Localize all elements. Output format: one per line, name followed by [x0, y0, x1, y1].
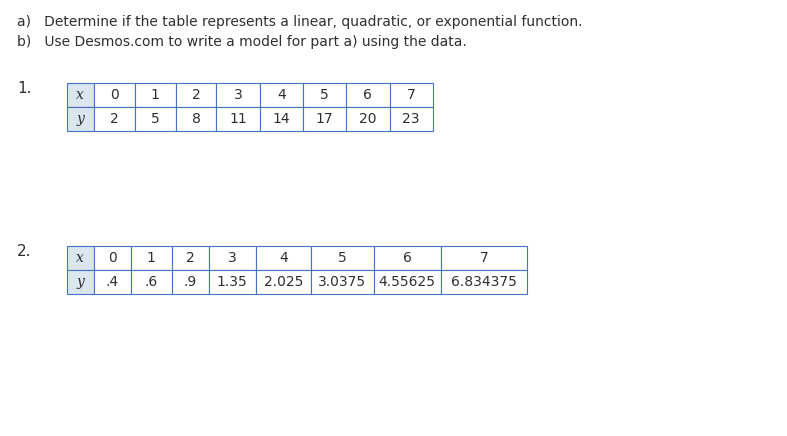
- Bar: [94, 83, 135, 107]
- Text: b)   Use Desmos.com to write a model for part a) using the data.: b) Use Desmos.com to write a model for p…: [17, 35, 467, 49]
- Bar: [135, 83, 176, 107]
- Text: 4: 4: [279, 251, 288, 266]
- Bar: [390, 107, 433, 131]
- Bar: [172, 246, 209, 270]
- Bar: [311, 270, 374, 294]
- Bar: [176, 107, 216, 131]
- Bar: [172, 270, 209, 294]
- Bar: [390, 83, 433, 107]
- Text: 1: 1: [150, 88, 160, 102]
- Bar: [67, 270, 94, 294]
- Bar: [303, 83, 346, 107]
- Text: 7: 7: [407, 88, 416, 102]
- Text: x: x: [76, 88, 84, 102]
- Text: 2.: 2.: [17, 244, 31, 259]
- Text: 8: 8: [191, 112, 201, 126]
- Bar: [346, 107, 390, 131]
- Bar: [441, 270, 527, 294]
- Bar: [216, 83, 260, 107]
- Text: a)   Determine if the table represents a linear, quadratic, or exponential funct: a) Determine if the table represents a l…: [17, 15, 583, 29]
- Bar: [303, 107, 346, 131]
- Text: 1.35: 1.35: [216, 275, 248, 290]
- Text: 14: 14: [272, 112, 290, 126]
- Bar: [441, 246, 527, 270]
- Text: 2: 2: [186, 251, 194, 266]
- Text: 1: 1: [146, 251, 156, 266]
- Text: 3: 3: [234, 88, 242, 102]
- Text: 17: 17: [316, 112, 334, 126]
- Bar: [135, 107, 176, 131]
- Bar: [67, 83, 94, 107]
- Text: 23: 23: [402, 112, 420, 126]
- Text: 0: 0: [108, 251, 116, 266]
- Text: .4: .4: [105, 275, 119, 290]
- Text: 2.025: 2.025: [264, 275, 303, 290]
- Text: y: y: [76, 112, 84, 126]
- Bar: [374, 270, 441, 294]
- Bar: [216, 107, 260, 131]
- Bar: [131, 270, 172, 294]
- Bar: [256, 270, 311, 294]
- Text: 0: 0: [109, 88, 119, 102]
- Bar: [260, 107, 303, 131]
- Text: y: y: [76, 275, 84, 290]
- Bar: [94, 107, 135, 131]
- Text: 6: 6: [364, 88, 372, 102]
- Bar: [67, 107, 94, 131]
- Bar: [374, 246, 441, 270]
- Bar: [131, 246, 172, 270]
- Bar: [94, 270, 131, 294]
- Bar: [67, 246, 94, 270]
- Text: .9: .9: [183, 275, 197, 290]
- Bar: [311, 246, 374, 270]
- Text: 4: 4: [277, 88, 286, 102]
- Text: 5: 5: [320, 88, 329, 102]
- Bar: [346, 83, 390, 107]
- Text: 7: 7: [479, 251, 489, 266]
- Text: 20: 20: [359, 112, 377, 126]
- Text: 1.: 1.: [17, 81, 31, 95]
- Text: 5: 5: [338, 251, 347, 266]
- Text: 4.55625: 4.55625: [379, 275, 436, 290]
- Text: 2: 2: [191, 88, 201, 102]
- Bar: [94, 246, 131, 270]
- Text: 3.0375: 3.0375: [318, 275, 367, 290]
- Bar: [209, 270, 256, 294]
- Text: 2: 2: [109, 112, 119, 126]
- Text: x: x: [76, 251, 84, 266]
- Text: .6: .6: [145, 275, 157, 290]
- Text: 6.834375: 6.834375: [451, 275, 517, 290]
- Text: 11: 11: [229, 112, 247, 126]
- Text: 5: 5: [150, 112, 160, 126]
- Bar: [209, 246, 256, 270]
- Text: 3: 3: [227, 251, 237, 266]
- Bar: [256, 246, 311, 270]
- Bar: [260, 83, 303, 107]
- Text: 6: 6: [403, 251, 412, 266]
- Bar: [176, 83, 216, 107]
